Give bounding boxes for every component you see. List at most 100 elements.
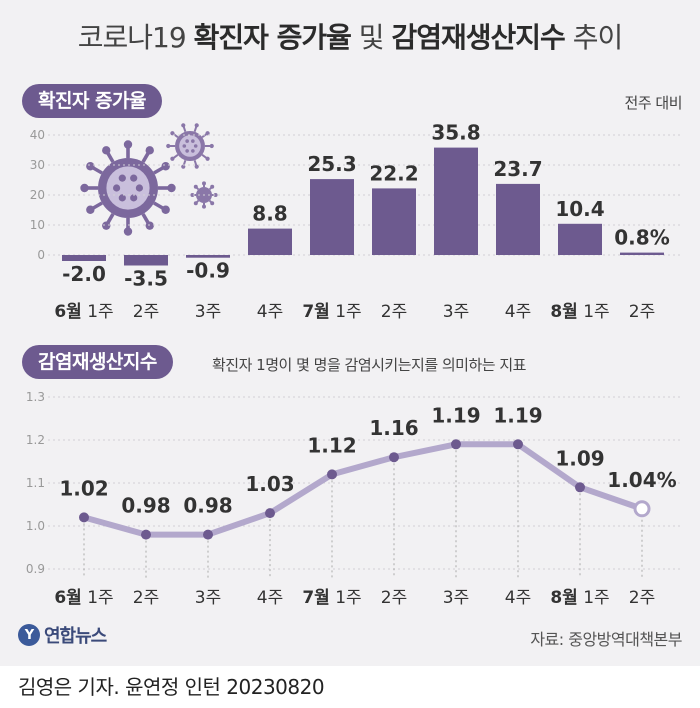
line-chart-title-pill: 감염재생산지수 [22, 345, 173, 379]
line-value-label: 1.09 [555, 446, 604, 470]
line-value-label: 1.04% [607, 468, 676, 492]
line-x-tick-label: 2주 [629, 588, 655, 608]
bar [124, 255, 168, 266]
virus-spike-tip [80, 183, 89, 193]
bar [62, 255, 106, 261]
bar-x-tick-label: 2주 [381, 302, 407, 322]
bar-y-tick-label: 0 [37, 248, 45, 262]
virus-core [179, 135, 201, 157]
virus-spike-tip [202, 181, 206, 186]
x-tick-week: 2주 [629, 588, 655, 608]
bar [496, 183, 540, 255]
line-x-tick-label: 8월 1주 [550, 588, 609, 608]
virus-spike-tip [145, 221, 154, 230]
virus-spike-tip [181, 164, 186, 169]
virus-spike-tip [213, 193, 218, 197]
bar-value-label: -3.5 [124, 267, 168, 291]
data-point [575, 482, 585, 493]
x-tick-week: 1주 [82, 588, 114, 608]
bar-chart: 0 10 20 30 40 -2.0 -3.5 -0.9 8.8 25.3 22.2 35.8 23.7… [30, 121, 680, 322]
x-tick-week: 4주 [257, 588, 283, 608]
virus-dot [135, 184, 143, 192]
bar-x-tick-label: 4주 [257, 302, 283, 322]
bar [310, 179, 354, 255]
data-point [141, 529, 151, 540]
bar [372, 188, 416, 255]
virus-spike-tip [210, 201, 215, 206]
bar-chart-note: 전주 대비 [624, 94, 683, 112]
line-y-tick-label: 1.3 [26, 390, 45, 404]
x-tick-week: 2주 [381, 588, 407, 608]
data-point [513, 439, 523, 450]
x-tick-week: 1주 [578, 302, 610, 322]
x-tick-week: 3주 [443, 302, 469, 322]
bar-x-tick-label: 6월 1주 [54, 302, 113, 322]
virus-spike-tip [167, 183, 176, 193]
data-point [79, 512, 89, 523]
bar-x-tick-label: 3주 [443, 302, 469, 322]
bar-x-tick-label: 2주 [133, 302, 159, 322]
logo-text: 연합뉴스 [44, 626, 107, 647]
virus-spike-tip [193, 184, 198, 189]
title-part: 추이 [564, 21, 624, 54]
line-value-label: 1.19 [431, 403, 480, 427]
x-tick-week: 4주 [257, 302, 283, 322]
virus-dot [118, 174, 126, 182]
data-point [327, 469, 337, 480]
line-y-tick-label: 1.1 [26, 476, 45, 490]
virus-dot [182, 144, 187, 148]
bar-y-tick-label: 40 [30, 128, 45, 142]
x-tick-month: 6월 [54, 588, 81, 608]
x-tick-week: 2주 [629, 302, 655, 322]
bar-y-tick-label: 10 [30, 218, 45, 232]
virus-spike-tip [123, 140, 133, 149]
x-tick-week: 2주 [381, 302, 407, 322]
x-tick-week: 1주 [330, 588, 362, 608]
virus-spike-tip [193, 201, 198, 206]
virus-spike-tip [170, 131, 175, 136]
bar-value-label: -2.0 [62, 262, 106, 286]
line-value-label: 1.19 [493, 403, 542, 427]
bar [186, 255, 230, 258]
bar-value-label: 22.2 [369, 161, 418, 185]
virus-spike-tip [166, 143, 171, 149]
virus-spike-tip [202, 204, 206, 209]
x-tick-week: 3주 [195, 302, 221, 322]
bar-x-tick-label: 3주 [195, 302, 221, 322]
x-tick-week: 2주 [133, 588, 159, 608]
virus-dot [130, 194, 138, 202]
virus-spike-tip [161, 205, 170, 214]
x-tick-month: 7월 [302, 588, 329, 608]
line-value-label: 1.02 [59, 476, 108, 500]
line-x-tick-label: 4주 [257, 588, 283, 608]
x-tick-week: 1주 [330, 302, 362, 322]
x-tick-week: 3주 [443, 588, 469, 608]
virus-spike-tip [161, 162, 170, 171]
bar-value-label: 25.3 [307, 152, 356, 176]
bar [248, 228, 292, 255]
virus-spike-tip [194, 123, 199, 128]
bar [434, 147, 478, 255]
x-tick-week: 4주 [505, 588, 531, 608]
title-part: 및 [350, 21, 392, 54]
page-title: 코로나19 확진자 증가율 및 감염재생산지수 추이 [0, 16, 700, 56]
virus-spike-tip [190, 193, 195, 197]
bar-value-label: -0.9 [186, 259, 230, 283]
virus-spike-tip [194, 164, 199, 169]
line-value-label: 1.12 [307, 433, 356, 457]
virus-dot [191, 149, 195, 153]
bar-x-tick-label: 7월 1주 [302, 302, 361, 322]
line-x-tick-label: 2주 [133, 588, 159, 608]
virus-icon [80, 123, 218, 236]
x-tick-week: 1주 [82, 302, 114, 322]
virus-spike-tip [102, 146, 111, 155]
virus-spike-tip [86, 205, 95, 214]
line-x-tick-label: 4주 [505, 588, 531, 608]
virus-particle [166, 123, 214, 169]
line-x-tick-label: 7월 1주 [302, 588, 361, 608]
bar-y-tick-label: 20 [30, 188, 45, 202]
line-x-tick-label: 2주 [381, 588, 407, 608]
x-tick-week: 1주 [578, 588, 610, 608]
bar-value-label: 0.8% [614, 226, 669, 250]
